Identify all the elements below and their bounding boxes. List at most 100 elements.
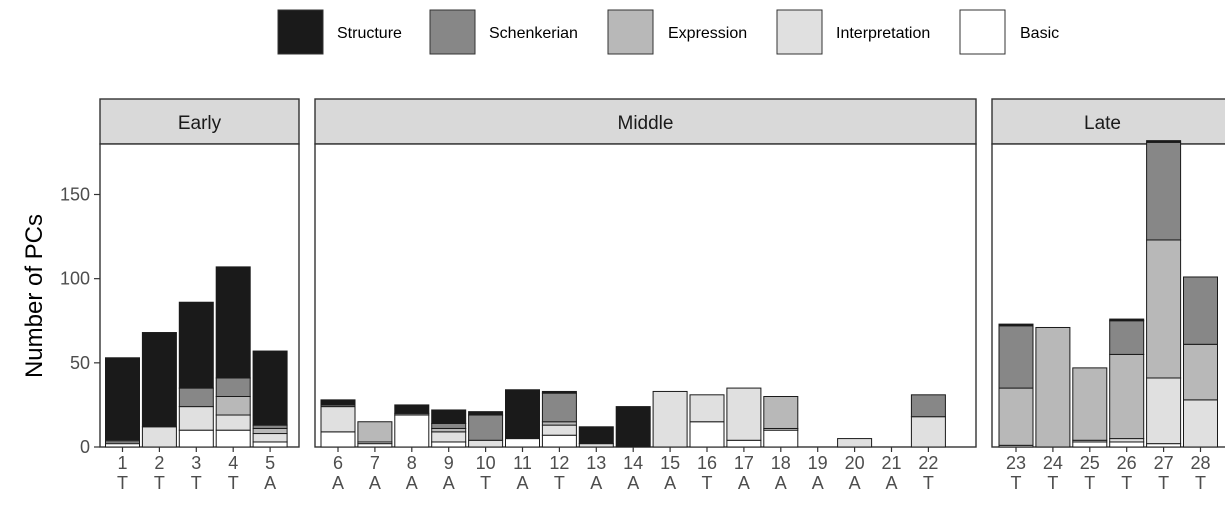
x-tick-label-25: 25	[1080, 453, 1100, 473]
x-tick-label-18: 18	[771, 453, 791, 473]
legend-swatch-schenkerian	[429, 9, 476, 55]
bar-4	[215, 266, 251, 448]
bar-segment-2-structure	[141, 332, 177, 428]
y-tick-label-50: 50	[70, 353, 90, 373]
facet-strip-late	[991, 98, 1225, 145]
x-tick-label-4: 4	[228, 453, 238, 473]
x-tick-label-11: 11	[513, 453, 532, 473]
x-tick-label-20: 20	[845, 453, 865, 473]
legend-swatch-expression	[607, 9, 654, 55]
x-tick-label-22: 22	[918, 453, 938, 473]
panel-middle: Middle6A7A8A9A10T11A12T13A14A15A16T17A18…	[314, 98, 977, 493]
x-tick-label-7: 7	[370, 453, 380, 473]
bar-segment-11-structure	[505, 389, 540, 440]
bar-segment-28-expression	[1183, 343, 1218, 401]
bar-segment-4-basic	[215, 429, 251, 448]
bar-28	[1183, 276, 1218, 448]
bar-segment-27-structure	[1146, 140, 1182, 143]
plot-area-middle	[314, 143, 977, 448]
bar-segment-5-structure	[252, 350, 288, 426]
bar-segment-1-basic	[105, 443, 140, 448]
y-axis: 0 50 100 150	[60, 185, 100, 457]
bar-segment-10-structure	[468, 411, 504, 416]
bar-segment-15-interpretation	[652, 390, 688, 448]
bar-3	[178, 301, 214, 448]
bar-segment-26-basic	[1109, 441, 1145, 448]
bar-22	[910, 394, 946, 448]
bar-segment-16-interpretation	[689, 394, 725, 423]
bar-segment-3-basic	[178, 429, 214, 448]
x-tick-sublabel-21: A	[885, 473, 897, 493]
bar-segment-9-expression	[431, 427, 467, 433]
x-tick-sublabel-10: T	[480, 473, 491, 493]
bar-segment-9-basic	[431, 441, 467, 448]
bar-20	[837, 438, 873, 448]
bar-15	[652, 390, 688, 448]
x-tick-label-17: 17	[734, 453, 754, 473]
bar-segment-13-interpretation	[578, 443, 614, 448]
x-tick-label-19: 19	[808, 453, 828, 473]
x-tick-label-23: 23	[1006, 453, 1026, 473]
x-tick-sublabel-13: A	[590, 473, 602, 493]
bar-segment-6-basic	[320, 431, 356, 448]
bar-23	[998, 323, 1034, 448]
legend-swatch-basic	[959, 9, 1006, 55]
bar-segment-1-structure	[105, 357, 140, 441]
bar-segment-27-basic	[1146, 443, 1182, 448]
bar-segment-26-schenkerian	[1109, 320, 1145, 355]
legend-label-interpretation: Interpretation	[836, 25, 930, 42]
bar-segment-2-interpretation	[141, 426, 177, 448]
bar-segment-20-interpretation	[837, 438, 873, 448]
bar-segment-7-basic	[357, 443, 393, 448]
bar-segment-16-basic	[689, 421, 725, 448]
bar-segment-17-interpretation	[726, 387, 762, 441]
bar-11	[505, 389, 540, 448]
x-tick-sublabel-14: A	[627, 473, 639, 493]
bar-segment-9-schenkerian	[431, 422, 467, 429]
bar-8	[394, 404, 430, 448]
bar-segment-10-schenkerian	[468, 414, 504, 441]
x-tick-sublabel-1: T	[117, 473, 128, 493]
bar-segment-12-structure	[541, 390, 577, 394]
bar-segment-3-interpretation	[178, 406, 214, 431]
bar-13	[578, 426, 614, 448]
bar-segment-8-structure	[394, 404, 430, 414]
bar-7	[357, 421, 393, 448]
x-tick-label-27: 27	[1154, 453, 1174, 473]
legend: Structure Schenkerian Expression Interpreta…	[277, 9, 1059, 55]
bar-segment-9-interpretation	[431, 431, 467, 443]
x-tick-label-10: 10	[476, 453, 496, 473]
x-tick-sublabel-15: A	[664, 473, 676, 493]
x-tick-sublabel-28: T	[1195, 473, 1206, 493]
bar-segment-23-expression	[998, 387, 1034, 446]
bar-segment-7-expression	[357, 421, 393, 443]
legend-swatch-structure	[277, 9, 324, 55]
facet-strip-label-early: Early	[178, 113, 222, 134]
bar-segment-5-schenkerian	[252, 424, 288, 429]
bar-segment-3-structure	[178, 301, 214, 389]
bar-10	[468, 411, 504, 448]
legend-item-schenkerian: Schenkerian	[429, 9, 578, 55]
bar-segment-4-structure	[215, 266, 251, 379]
bar-segment-23-schenkerian	[998, 325, 1034, 389]
bar-segment-12-schenkerian	[541, 392, 577, 423]
x-tick-sublabel-8: A	[406, 473, 418, 493]
bar-segment-28-schenkerian	[1183, 276, 1218, 345]
bar-segment-27-schenkerian	[1146, 141, 1182, 241]
x-tick-sublabel-26: T	[1121, 473, 1132, 493]
bar-segment-18-expression	[763, 396, 799, 429]
bar-segment-12-interpretation	[541, 424, 577, 436]
bar-segment-4-schenkerian	[215, 377, 251, 398]
bar-segment-6-interpretation	[320, 406, 356, 433]
x-tick-label-21: 21	[881, 453, 901, 473]
bar-segment-24-expression	[1035, 326, 1071, 448]
x-tick-sublabel-12: T	[554, 473, 565, 493]
legend-label-expression: Expression	[668, 25, 747, 42]
bar-segment-25-expression	[1072, 367, 1108, 441]
bar-18	[763, 396, 799, 448]
y-tick-label-150: 150	[60, 185, 90, 205]
x-tick-label-14: 14	[623, 453, 643, 473]
y-axis-title: Number of PCs	[21, 214, 48, 378]
facet-strip-middle	[314, 98, 977, 145]
